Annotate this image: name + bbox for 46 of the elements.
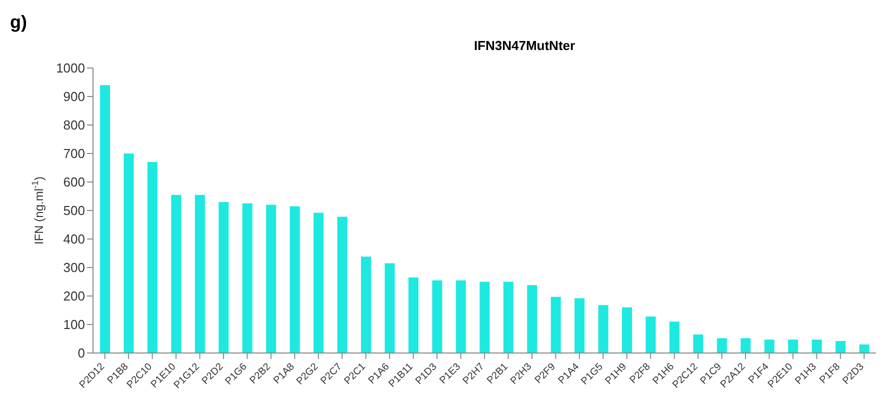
bar [550, 296, 561, 353]
bar [716, 338, 727, 353]
bar [812, 340, 822, 353]
bar [432, 280, 442, 353]
bar [314, 212, 324, 353]
y-tick-label: 900 [63, 89, 85, 104]
bar [622, 307, 632, 353]
bar [598, 305, 608, 353]
chart-title: IFN3N47MutNter [472, 38, 576, 53]
bar [740, 338, 751, 353]
y-tick-label: 500 [63, 203, 85, 218]
bar [218, 202, 229, 353]
bar [503, 282, 514, 353]
y-tick-label: 800 [63, 118, 85, 133]
bar [100, 85, 110, 353]
bar [788, 340, 798, 353]
bar [266, 204, 276, 353]
text: g) [10, 12, 27, 33]
bar [859, 344, 870, 353]
y-tick-label: 300 [63, 260, 85, 276]
bar [194, 194, 205, 353]
bar [242, 203, 252, 353]
y-tick-label: 0 [78, 346, 85, 361]
bar [669, 322, 680, 353]
bar [693, 334, 704, 353]
bar [764, 340, 774, 353]
bar [456, 280, 466, 353]
bar [480, 282, 490, 353]
bar [124, 154, 134, 353]
bar [290, 206, 300, 353]
bar [408, 277, 418, 353]
bar [836, 341, 846, 353]
y-tick-label: 100 [63, 317, 85, 332]
bar [337, 216, 348, 353]
bar [361, 256, 371, 353]
bar [646, 316, 656, 353]
bar [574, 298, 585, 353]
bar [171, 194, 182, 353]
bar [147, 162, 158, 353]
y-tick-label: 700 [63, 146, 85, 162]
y-tick-label: 600 [63, 174, 85, 190]
y-tick-label: 200 [63, 288, 85, 304]
y-tick-label: 1000 [56, 60, 85, 76]
bar [527, 285, 538, 353]
y-tick-label: 400 [63, 232, 85, 247]
bar [384, 263, 395, 353]
